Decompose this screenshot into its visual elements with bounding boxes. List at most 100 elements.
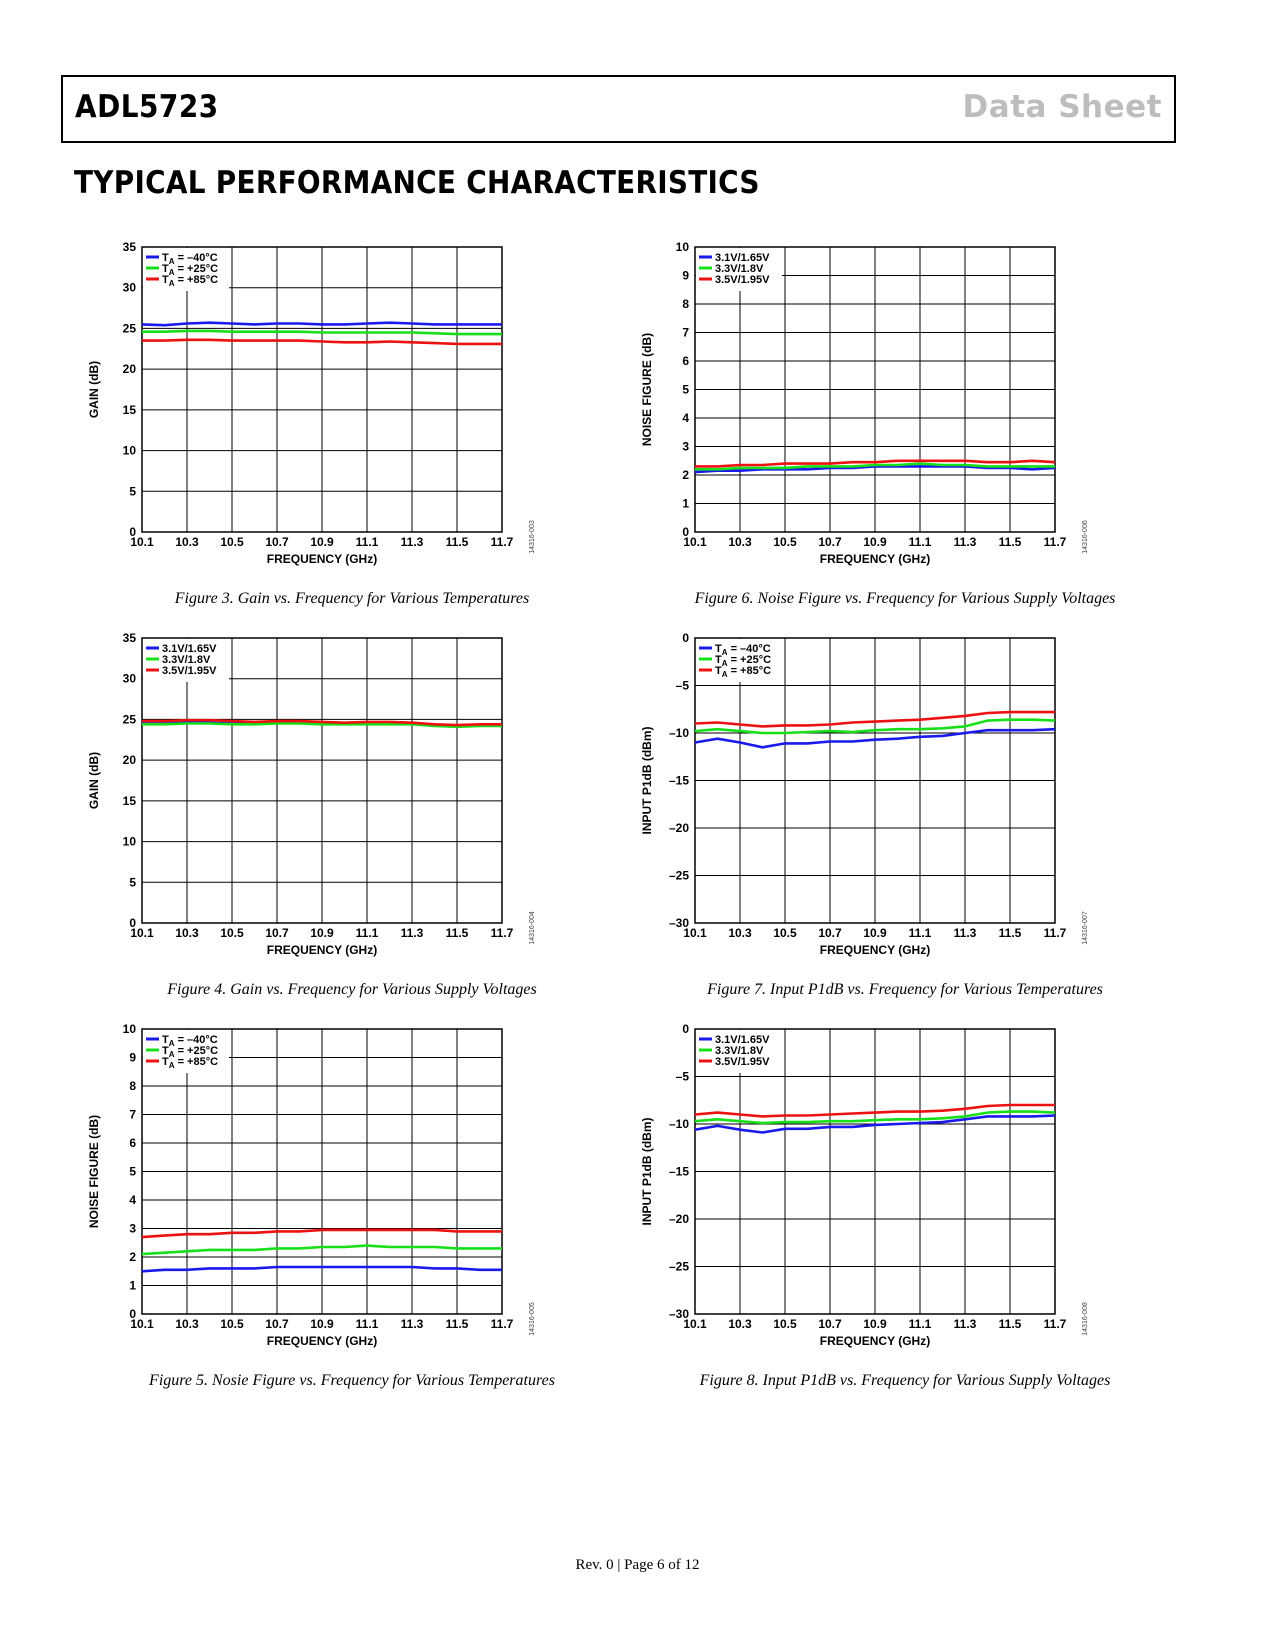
legend-label: TA = –40°C bbox=[162, 1034, 218, 1048]
figure-code: 14316-005 bbox=[529, 1302, 536, 1336]
product-name: ADL5723 bbox=[75, 89, 219, 125]
x-tick-label: 10.5 bbox=[220, 926, 244, 940]
x-tick-label: 11.7 bbox=[491, 535, 514, 549]
figure-6: 10.1 10.3 10.5 10.7 10.9 11.1 11.3 11.5 11.7 0 1 2 3… bbox=[625, 235, 1185, 615]
y-tick-label: 25 bbox=[123, 712, 137, 726]
figure-code: 14316-004 bbox=[529, 911, 536, 945]
document-type: Data Sheet bbox=[962, 89, 1162, 125]
x-tick-label: 10.9 bbox=[863, 926, 887, 940]
y-tick-label: 25 bbox=[123, 321, 137, 335]
x-tick-label: 10.5 bbox=[773, 926, 797, 940]
x-tick-label: 11.3 bbox=[954, 535, 977, 549]
y-tick-label: 2 bbox=[682, 468, 689, 482]
y-tick-label: –20 bbox=[669, 1212, 689, 1226]
x-axis-label: FREQUENCY (GHz) bbox=[267, 1334, 377, 1348]
x-tick-label: 11.7 bbox=[491, 926, 514, 940]
figure-code: 14316-006 bbox=[1082, 520, 1089, 554]
y-axis-label: GAIN (dB) bbox=[87, 361, 101, 418]
section-title: TYPICAL PERFORMANCE CHARACTERISTICS bbox=[74, 165, 760, 201]
plot-frame bbox=[694, 1028, 1056, 1315]
plot-frame bbox=[141, 637, 503, 924]
series-line bbox=[695, 459, 1056, 468]
y-tick-label: 2 bbox=[129, 1250, 136, 1264]
y-axis-label: NOISE FIGURE (dB) bbox=[87, 1115, 101, 1228]
x-tick-label: 11.7 bbox=[1044, 535, 1067, 549]
figure-3: 10.1 10.3 10.5 10.7 10.9 11.1 11.3 11.5 11.7 0 5 10… bbox=[72, 235, 632, 615]
y-tick-label: 0 bbox=[682, 631, 689, 645]
x-tick-label: 10.1 bbox=[683, 926, 707, 940]
x-tick-label: 11.7 bbox=[1044, 1317, 1067, 1331]
y-tick-label: –30 bbox=[669, 916, 689, 930]
legend: TA = –40°CTA = +25°CTA = +85°C bbox=[143, 248, 229, 291]
series-line bbox=[141, 1265, 502, 1273]
y-tick-label: 0 bbox=[129, 916, 136, 930]
figure-caption: Figure 8. Input P1dB vs. Frequency for V… bbox=[699, 1372, 1111, 1389]
x-tick-label: 10.3 bbox=[728, 926, 752, 940]
x-axis-label: FREQUENCY (GHz) bbox=[267, 552, 377, 566]
y-tick-label: –20 bbox=[669, 821, 689, 835]
legend-label: TA = +85°C bbox=[162, 1056, 218, 1070]
y-tick-label: 7 bbox=[682, 326, 689, 340]
x-tick-label: 11.1 bbox=[356, 535, 379, 549]
y-tick-label: 30 bbox=[123, 281, 137, 295]
x-tick-label: 11.1 bbox=[909, 1317, 932, 1331]
y-tick-label: 35 bbox=[123, 631, 137, 645]
legend-label: 3.3V/1.8V bbox=[715, 263, 764, 275]
legend-label: TA = +85°C bbox=[715, 665, 771, 679]
x-tick-label: 10.3 bbox=[728, 535, 752, 549]
legend-label: TA = +25°C bbox=[162, 1045, 218, 1059]
series-line bbox=[694, 718, 1056, 735]
figure-caption: Figure 5. Nosie Figure vs. Frequency for… bbox=[149, 1372, 555, 1389]
series-line bbox=[142, 329, 502, 336]
legend-label: 3.3V/1.8V bbox=[162, 654, 211, 666]
figure-code: 14316-007 bbox=[1082, 911, 1089, 945]
series-line bbox=[694, 710, 1055, 728]
x-tick-label: 10.9 bbox=[863, 535, 887, 549]
figure-caption: Figure 4. Gain vs. Frequency for Various… bbox=[167, 981, 537, 998]
legend-label: TA = +85°C bbox=[162, 274, 218, 288]
figure-code: 14316-003 bbox=[529, 520, 536, 554]
x-tick-label: 11.5 bbox=[446, 926, 469, 940]
legend-label: 3.3V/1.8V bbox=[715, 1045, 764, 1057]
x-tick-label: 10.9 bbox=[310, 926, 334, 940]
y-tick-label: 8 bbox=[682, 297, 689, 311]
x-tick-label: 11.5 bbox=[999, 926, 1022, 940]
legend-label: 3.5V/1.95V bbox=[162, 665, 217, 677]
series-line bbox=[141, 321, 502, 327]
y-axis-label: NOISE FIGURE (dB) bbox=[640, 333, 654, 446]
x-tick-label: 10.1 bbox=[130, 926, 154, 940]
series-line bbox=[142, 338, 502, 346]
y-tick-label: 10 bbox=[123, 835, 137, 849]
chart-svg: 10.1 10.3 10.5 10.7 10.9 11.1 11.3 11.5 11.7 0 1 2 3… bbox=[640, 240, 1089, 566]
y-tick-label: 4 bbox=[129, 1193, 136, 1207]
x-tick-label: 11.7 bbox=[1044, 926, 1067, 940]
y-tick-label: –15 bbox=[669, 774, 689, 788]
y-tick-label: 9 bbox=[129, 1051, 136, 1065]
x-tick-label: 11.3 bbox=[401, 1317, 424, 1331]
x-tick-label: 10.7 bbox=[818, 1317, 842, 1331]
x-tick-label: 10.7 bbox=[265, 1317, 289, 1331]
x-tick-label: 11.5 bbox=[446, 535, 469, 549]
chart-svg: 10.1 10.3 10.5 10.7 10.9 11.1 11.3 11.5 11.7 –30 –… bbox=[640, 1022, 1089, 1348]
legend-label: TA = +25°C bbox=[715, 654, 771, 668]
x-tick-label: 11.5 bbox=[999, 535, 1022, 549]
y-axis-label: INPUT P1dB (dBm) bbox=[640, 726, 654, 834]
chart-svg: 10.1 10.3 10.5 10.7 10.9 11.1 11.3 11.5 11.7 –30 –… bbox=[640, 631, 1089, 957]
x-tick-label: 10.1 bbox=[130, 535, 154, 549]
legend-label: 3.1V/1.65V bbox=[715, 1034, 770, 1046]
x-tick-label: 10.7 bbox=[265, 535, 289, 549]
y-tick-label: 5 bbox=[129, 1165, 136, 1179]
x-tick-label: 11.7 bbox=[491, 1317, 514, 1331]
x-tick-label: 10.7 bbox=[818, 535, 842, 549]
page-header: ADL5723 Data Sheet bbox=[61, 75, 1176, 143]
y-tick-label: 10 bbox=[676, 240, 690, 254]
x-tick-label: 10.3 bbox=[728, 1317, 752, 1331]
x-tick-label: 11.1 bbox=[909, 926, 932, 940]
y-tick-label: 0 bbox=[129, 1307, 136, 1321]
x-tick-label: 10.1 bbox=[683, 535, 707, 549]
chart-svg: 10.1 10.3 10.5 10.7 10.9 11.1 11.3 11.5 11.7 0 5 10… bbox=[87, 240, 536, 566]
y-axis-label: GAIN (dB) bbox=[87, 752, 101, 809]
x-axis-label: FREQUENCY (GHz) bbox=[820, 1334, 930, 1348]
x-tick-label: 10.5 bbox=[773, 535, 797, 549]
